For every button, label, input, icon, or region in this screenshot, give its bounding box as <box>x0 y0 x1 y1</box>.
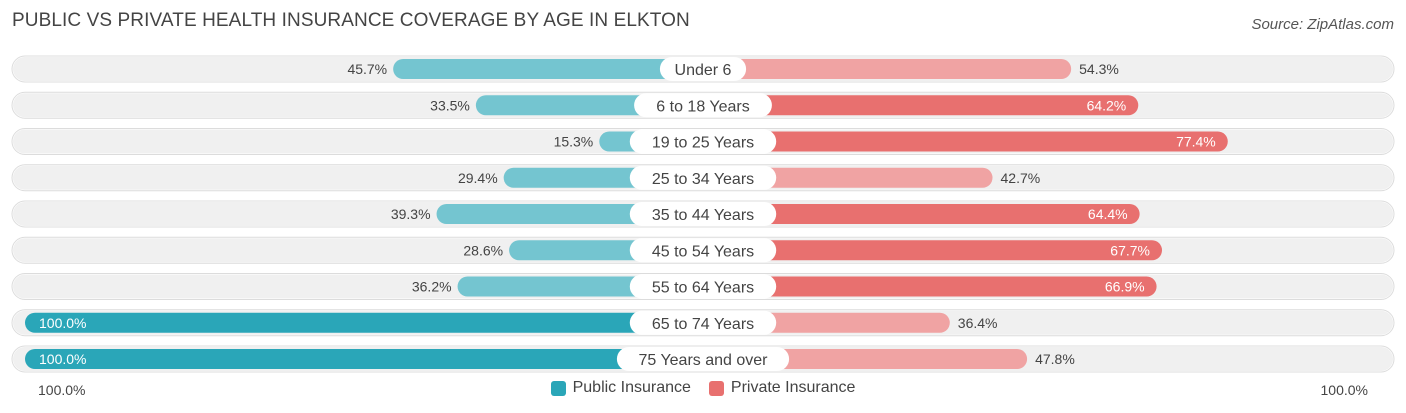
category-label: 19 to 25 Years <box>652 135 754 152</box>
private-value-label: 64.2% <box>1087 97 1127 113</box>
private-bar <box>703 131 1228 152</box>
private-bar <box>703 240 1163 261</box>
category-pill <box>659 57 747 81</box>
category-label: 55 to 64 Years <box>652 280 754 297</box>
axis-right-label: 100.0% <box>1320 382 1368 398</box>
private-bar <box>703 59 1072 79</box>
category-pill <box>634 93 772 118</box>
chart-title: PUBLIC VS PRIVATE HEALTH INSURANCE COVER… <box>12 10 690 31</box>
category-label: 35 to 44 Years <box>652 207 754 224</box>
category-pill <box>629 202 777 226</box>
axis-left-label: 100.0% <box>38 382 86 398</box>
public-value-label: 36.2% <box>412 279 452 295</box>
legend-item-private[interactable]: Private Insurance <box>708 379 856 397</box>
public-value-label: 45.7% <box>347 61 387 77</box>
public-value-label: 100.0% <box>39 315 86 331</box>
private-value-label: 54.3% <box>1079 61 1119 77</box>
category-pill <box>629 310 777 335</box>
category-label: 75 Years and over <box>639 352 769 369</box>
category-pill <box>629 238 777 263</box>
legend-public-label: Public Insurance <box>572 379 691 396</box>
public-value-label: 28.6% <box>463 242 503 258</box>
legend-item-public[interactable]: Public Insurance <box>550 379 691 397</box>
category-pill <box>629 129 777 154</box>
public-bar <box>25 312 703 333</box>
category-label: 6 to 18 Years <box>656 98 749 115</box>
private-value-label: 64.4% <box>1088 206 1128 222</box>
private-bar <box>703 167 993 188</box>
private-bar <box>703 95 1139 116</box>
public-value-label: 29.4% <box>458 170 498 186</box>
private-value-label: 66.9% <box>1105 279 1145 295</box>
private-value-label: 36.4% <box>958 315 998 331</box>
category-pill <box>616 347 790 371</box>
private-bar <box>703 276 1157 297</box>
public-bar <box>393 59 703 79</box>
public-swatch <box>550 380 566 396</box>
private-bar <box>703 204 1140 224</box>
private-value-label: 77.4% <box>1176 134 1216 150</box>
source-label: Source: ZipAtlas.com <box>1251 16 1394 33</box>
category-pill <box>629 165 777 190</box>
category-pill <box>629 274 777 299</box>
private-value-label: 42.7% <box>1001 170 1041 186</box>
public-value-label: 33.5% <box>430 97 470 113</box>
public-value-label: 15.3% <box>554 134 594 150</box>
category-label: 25 to 34 Years <box>652 171 754 188</box>
category-label: 45 to 54 Years <box>652 243 754 260</box>
legend: Public Insurance Private Insurance <box>0 379 1406 397</box>
legend-private-label: Private Insurance <box>730 379 856 396</box>
private-value-label: 47.8% <box>1035 351 1075 367</box>
private-value-label: 67.7% <box>1110 242 1150 258</box>
public-bar <box>25 349 703 369</box>
private-swatch <box>708 380 724 396</box>
category-label: 65 to 74 Years <box>652 316 754 333</box>
public-value-label: 100.0% <box>39 351 86 367</box>
category-label: Under 6 <box>675 62 732 79</box>
public-value-label: 39.3% <box>391 206 431 222</box>
